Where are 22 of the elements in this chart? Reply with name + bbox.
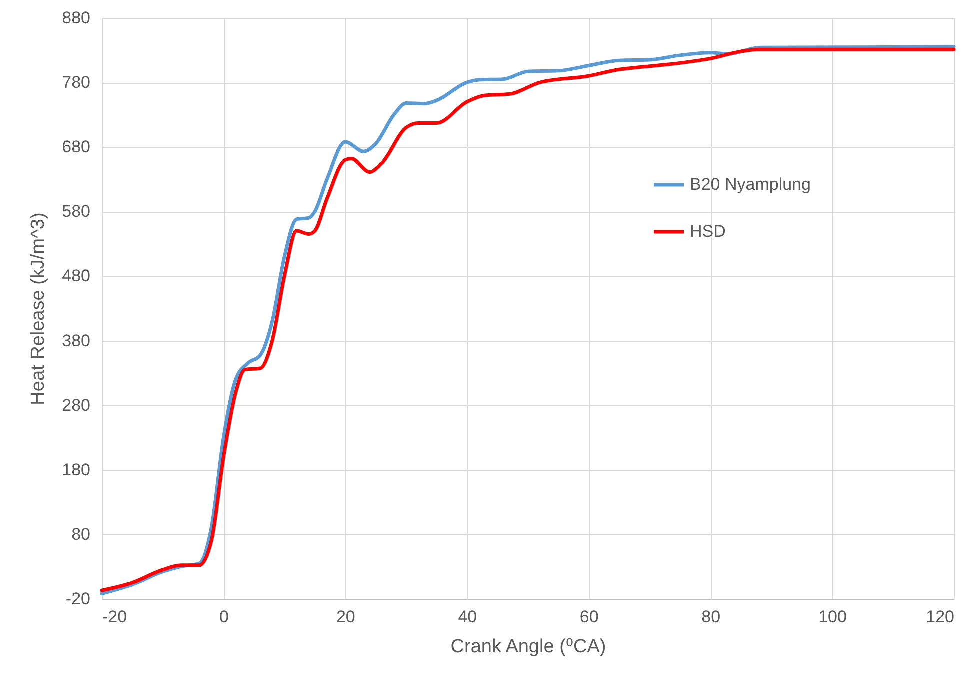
x-tick-label: 120 — [926, 608, 954, 626]
y-tick-label: -20 — [66, 590, 90, 608]
x-tick-label: 40 — [458, 608, 478, 626]
y-tick-label: 280 — [62, 396, 90, 415]
x-axis-title: Crank Angle (⁰CA) — [450, 636, 606, 658]
x-tick-label: 0 — [219, 608, 229, 626]
y-tick-label: 880 — [62, 8, 90, 28]
y-tick-label: 580 — [62, 202, 90, 222]
x-tick-label: 80 — [702, 608, 721, 626]
y-tick-label: 80 — [72, 524, 90, 544]
legend-label: HSD — [690, 222, 726, 241]
legend-label: B20 Nyamplung — [690, 175, 811, 194]
y-tick-label: 680 — [62, 138, 90, 157]
x-tick-label: 60 — [580, 608, 599, 626]
y-axis-title: Heat Release (kJ/m^3) — [28, 212, 50, 406]
y-tick-label: 480 — [62, 266, 90, 286]
x-tick-label: -20 — [102, 608, 128, 626]
x-tick-label: 100 — [818, 608, 847, 626]
y-tick-label: 780 — [62, 73, 90, 92]
y-tick-label: 180 — [62, 460, 90, 480]
x-tick-label: 20 — [336, 608, 356, 626]
y-tick-label: 380 — [62, 331, 90, 350]
